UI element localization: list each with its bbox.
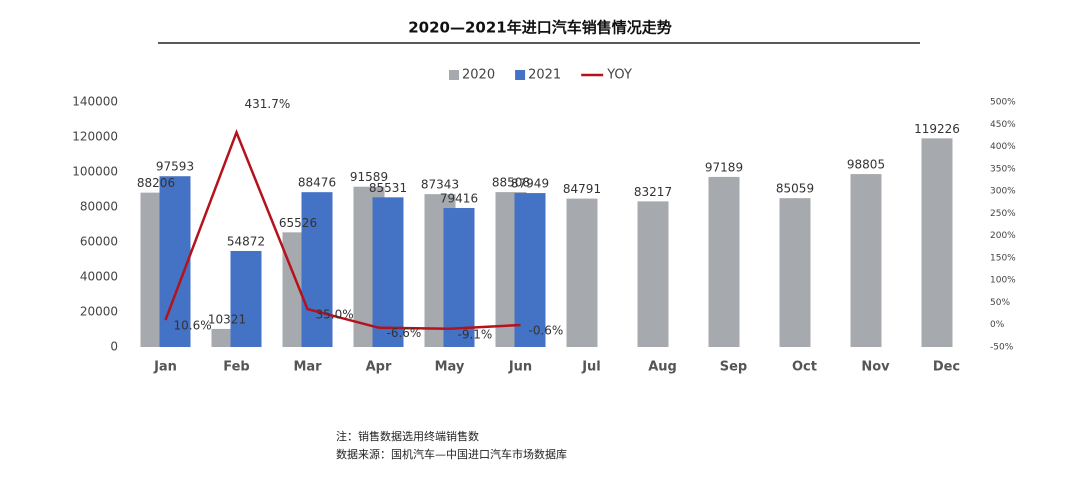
legend-label: YOY <box>606 68 632 83</box>
x-tick-label: Nov <box>861 360 890 375</box>
value-label: 85059 <box>776 182 814 196</box>
bar <box>443 208 475 347</box>
y-tick-label: 120000 <box>72 130 118 144</box>
y-tick-label: 60000 <box>80 235 118 249</box>
y-tick-label: 80000 <box>80 200 118 214</box>
legend-swatch <box>515 70 526 80</box>
value-label: 88206 <box>137 176 175 190</box>
value-label: -9.1% <box>458 327 493 341</box>
value-label: 87949 <box>511 177 549 191</box>
y2-tick-label: 500% <box>990 98 1016 108</box>
bar <box>637 201 669 347</box>
x-tick-label: Sep <box>720 360 748 375</box>
note: 注：销售数据选用终端销售数 <box>336 429 479 443</box>
value-label: 97189 <box>705 160 743 174</box>
bar <box>779 198 811 347</box>
legend-label: 2020 <box>462 68 495 83</box>
value-label: 10321 <box>208 312 246 326</box>
value-label: -6.6% <box>387 326 422 340</box>
value-label: -0.6% <box>529 323 564 337</box>
bar <box>230 250 262 347</box>
y2-tick-label: 300% <box>990 187 1016 197</box>
x-tick-label: Jan <box>153 360 177 375</box>
x-tick-label: Jul <box>581 360 601 375</box>
value-label: 91589 <box>350 170 388 184</box>
note: 数据来源：国机汽车—中国进口汽车市场数据库 <box>336 447 567 461</box>
y2-tick-label: 50% <box>990 298 1010 308</box>
chart-title: 2020—2021年进口汽车销售情况走势 <box>408 19 672 37</box>
bar <box>301 192 333 347</box>
y2-tick-label: -50% <box>990 343 1014 353</box>
value-label: 84791 <box>563 182 601 196</box>
line <box>164 128 521 331</box>
x-tick-label: Oct <box>792 360 817 375</box>
y-tick-label: 0 <box>110 340 118 354</box>
y-tick-label: 140000 <box>72 95 118 109</box>
x-tick-label: Dec <box>933 360 960 375</box>
y2-tick-label: 250% <box>990 209 1016 219</box>
x-tick-label: Aug <box>648 360 677 375</box>
value-label: 79416 <box>440 192 478 206</box>
y2-tick-label: 200% <box>990 231 1016 241</box>
y2-tick-label: 450% <box>990 120 1016 130</box>
bar <box>159 176 191 347</box>
value-label: 88508 <box>492 176 530 190</box>
y2-tick-label: 100% <box>990 276 1016 286</box>
value-label: 97593 <box>156 160 194 174</box>
value-label: 119226 <box>914 122 960 136</box>
legend-label: 2021 <box>528 68 561 83</box>
value-label: 98805 <box>847 158 885 172</box>
y-tick-label: 100000 <box>72 165 118 179</box>
x-tick-label: Feb <box>223 360 249 375</box>
bar <box>372 197 404 347</box>
value-label: 87343 <box>421 178 459 192</box>
bar <box>850 174 882 347</box>
y-tick-label: 40000 <box>80 270 118 284</box>
value-label: 83217 <box>634 185 672 199</box>
value-label: 54872 <box>227 234 265 248</box>
x-tick-label: Apr <box>366 360 392 375</box>
value-label: 65526 <box>279 216 317 230</box>
value-label: 35.0% <box>316 308 354 322</box>
bar <box>566 198 598 347</box>
bar <box>514 193 546 347</box>
y2-tick-label: 400% <box>990 142 1016 152</box>
bar <box>708 176 740 347</box>
value-label: 431.7% <box>245 97 291 111</box>
x-tick-label: Mar <box>293 360 322 375</box>
legend-swatch <box>449 70 459 80</box>
value-label: 85531 <box>369 181 407 195</box>
y2-tick-label: 350% <box>990 164 1016 174</box>
y-tick-label: 20000 <box>80 305 118 319</box>
value-label: 10.6% <box>174 319 212 333</box>
y2-tick-label: 0% <box>990 320 1005 330</box>
bar <box>921 138 953 347</box>
x-tick-label: Jun <box>508 360 532 375</box>
y2-tick-label: 150% <box>990 253 1016 263</box>
value-label: 88476 <box>298 176 336 190</box>
x-tick-label: May <box>435 360 465 375</box>
